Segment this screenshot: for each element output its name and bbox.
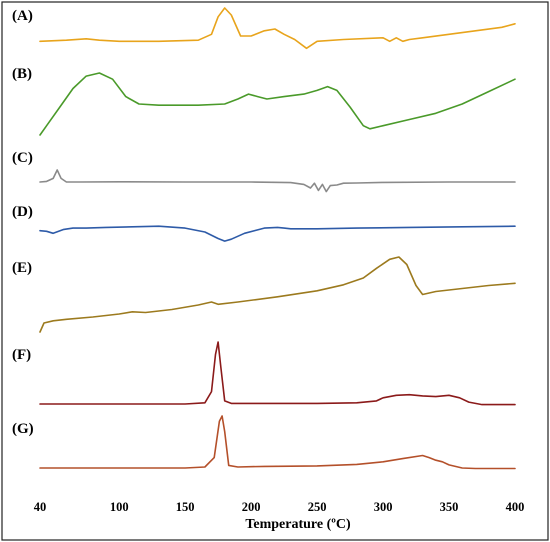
x-tick-label-8: 400	[506, 500, 525, 514]
series-line-7	[39, 415, 516, 470]
panel-label-6: (F)	[12, 347, 31, 363]
x-tick-label-3: 150	[176, 500, 195, 514]
x-tick-label-2: 100	[110, 500, 129, 514]
panel-label-5: (E)	[12, 260, 32, 276]
x-tick-label-7: 350	[440, 500, 459, 514]
series-line-4	[39, 225, 516, 242]
x-tick-label-1: 40	[34, 500, 47, 514]
panel-label-4: (D)	[12, 204, 33, 220]
series-line-3	[39, 169, 516, 193]
x-tick-labels-layer: 40 100 150 200 250 300 350 400	[34, 500, 525, 514]
series-line-5	[39, 256, 516, 333]
x-tick-label-4: 200	[242, 500, 261, 514]
x-tick-label-6: 300	[374, 500, 393, 514]
panel-label-1: (A)	[12, 8, 33, 24]
panel-label-7: (G)	[12, 421, 34, 437]
x-axis-title: Temperature (ºC)	[245, 517, 351, 532]
x-tick-label-5: 250	[308, 500, 327, 514]
curves-layer	[39, 7, 516, 470]
panel-label-3: (C)	[12, 150, 33, 166]
series-line-6	[39, 341, 516, 406]
series-line-1	[39, 7, 516, 50]
panel-labels-layer: (A) (B) (C) (D) (E) (F) (G)	[12, 8, 34, 437]
panel-label-2: (B)	[12, 66, 32, 82]
series-line-2	[39, 72, 516, 136]
